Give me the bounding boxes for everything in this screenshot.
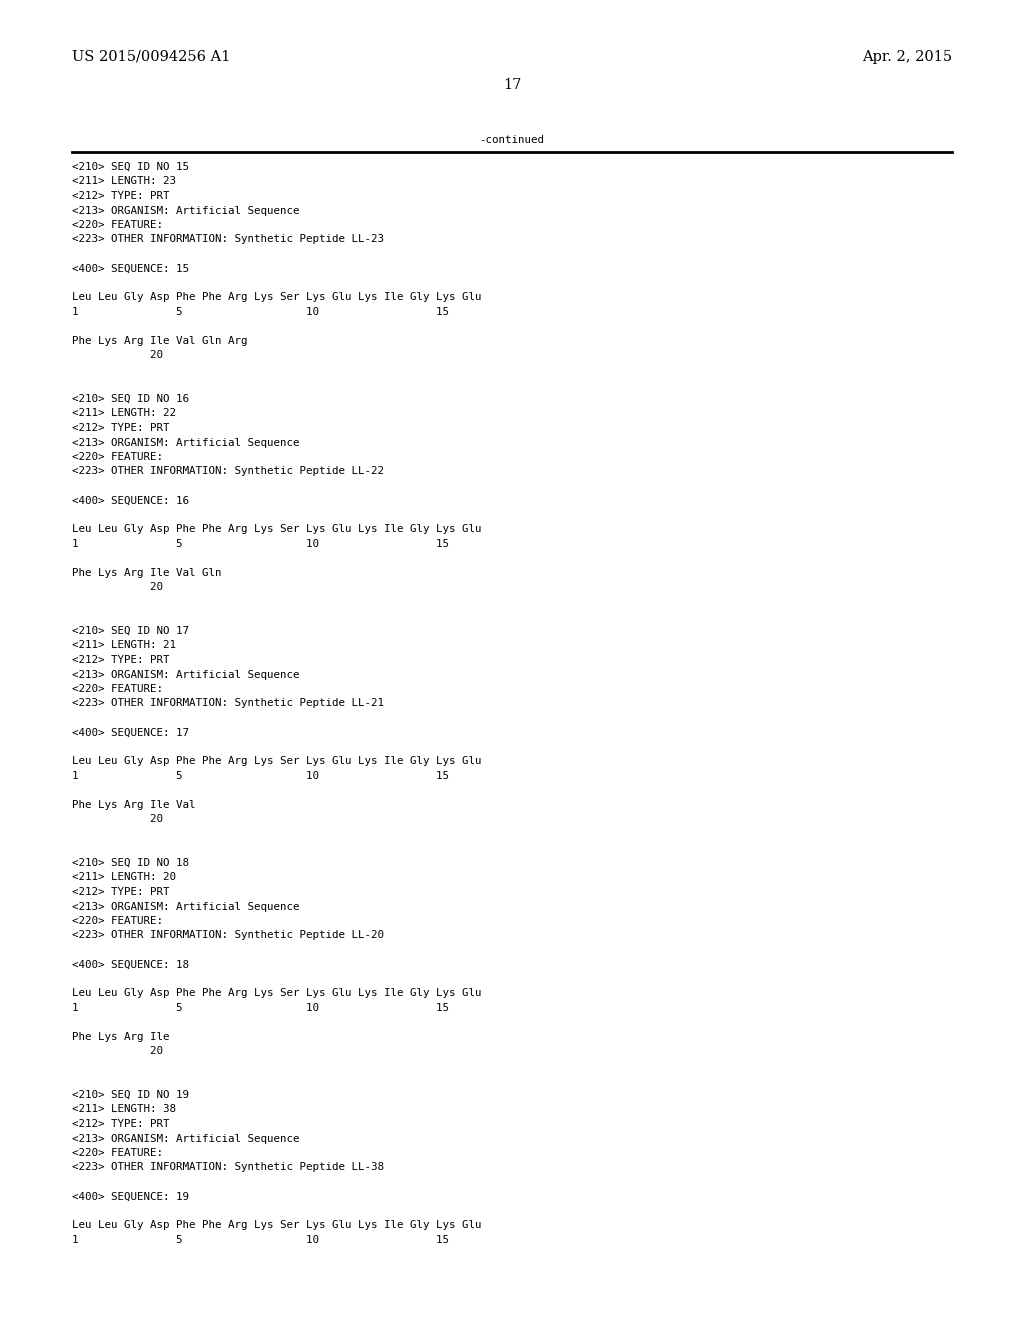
Text: 20: 20 [72, 814, 163, 825]
Text: <210> SEQ ID NO 18: <210> SEQ ID NO 18 [72, 858, 189, 869]
Text: <400> SEQUENCE: 18: <400> SEQUENCE: 18 [72, 960, 189, 969]
Text: <400> SEQUENCE: 17: <400> SEQUENCE: 17 [72, 727, 189, 738]
Text: <212> TYPE: PRT: <212> TYPE: PRT [72, 422, 170, 433]
Text: Leu Leu Gly Asp Phe Phe Arg Lys Ser Lys Glu Lys Ile Gly Lys Glu: Leu Leu Gly Asp Phe Phe Arg Lys Ser Lys … [72, 1221, 481, 1230]
Text: <213> ORGANISM: Artificial Sequence: <213> ORGANISM: Artificial Sequence [72, 1134, 299, 1143]
Text: <211> LENGTH: 20: <211> LENGTH: 20 [72, 873, 176, 883]
Text: <212> TYPE: PRT: <212> TYPE: PRT [72, 887, 170, 898]
Text: <210> SEQ ID NO 16: <210> SEQ ID NO 16 [72, 393, 189, 404]
Text: <211> LENGTH: 22: <211> LENGTH: 22 [72, 408, 176, 418]
Text: 1               5                   10                  15: 1 5 10 15 [72, 539, 449, 549]
Text: 17: 17 [503, 78, 521, 92]
Text: <212> TYPE: PRT: <212> TYPE: PRT [72, 1119, 170, 1129]
Text: Leu Leu Gly Asp Phe Phe Arg Lys Ser Lys Glu Lys Ile Gly Lys Glu: Leu Leu Gly Asp Phe Phe Arg Lys Ser Lys … [72, 293, 481, 302]
Text: <220> FEATURE:: <220> FEATURE: [72, 451, 163, 462]
Text: <213> ORGANISM: Artificial Sequence: <213> ORGANISM: Artificial Sequence [72, 437, 299, 447]
Text: Leu Leu Gly Asp Phe Phe Arg Lys Ser Lys Glu Lys Ile Gly Lys Glu: Leu Leu Gly Asp Phe Phe Arg Lys Ser Lys … [72, 756, 481, 767]
Text: 20: 20 [72, 582, 163, 593]
Text: US 2015/0094256 A1: US 2015/0094256 A1 [72, 50, 230, 63]
Text: Phe Lys Arg Ile Val: Phe Lys Arg Ile Val [72, 800, 196, 810]
Text: <400> SEQUENCE: 15: <400> SEQUENCE: 15 [72, 264, 189, 273]
Text: Leu Leu Gly Asp Phe Phe Arg Lys Ser Lys Glu Lys Ile Gly Lys Glu: Leu Leu Gly Asp Phe Phe Arg Lys Ser Lys … [72, 989, 481, 998]
Text: Apr. 2, 2015: Apr. 2, 2015 [862, 50, 952, 63]
Text: <210> SEQ ID NO 17: <210> SEQ ID NO 17 [72, 626, 189, 636]
Text: Phe Lys Arg Ile Val Gln: Phe Lys Arg Ile Val Gln [72, 568, 221, 578]
Text: Phe Lys Arg Ile: Phe Lys Arg Ile [72, 1032, 170, 1041]
Text: <220> FEATURE:: <220> FEATURE: [72, 916, 163, 927]
Text: <212> TYPE: PRT: <212> TYPE: PRT [72, 655, 170, 665]
Text: <223> OTHER INFORMATION: Synthetic Peptide LL-23: <223> OTHER INFORMATION: Synthetic Pepti… [72, 235, 384, 244]
Text: -continued: -continued [479, 135, 545, 145]
Text: <213> ORGANISM: Artificial Sequence: <213> ORGANISM: Artificial Sequence [72, 206, 299, 215]
Text: 20: 20 [72, 1047, 163, 1056]
Text: <211> LENGTH: 23: <211> LENGTH: 23 [72, 177, 176, 186]
Text: <400> SEQUENCE: 19: <400> SEQUENCE: 19 [72, 1192, 189, 1201]
Text: 1               5                   10                  15: 1 5 10 15 [72, 771, 449, 781]
Text: <213> ORGANISM: Artificial Sequence: <213> ORGANISM: Artificial Sequence [72, 902, 299, 912]
Text: <212> TYPE: PRT: <212> TYPE: PRT [72, 191, 170, 201]
Text: <223> OTHER INFORMATION: Synthetic Peptide LL-20: <223> OTHER INFORMATION: Synthetic Pepti… [72, 931, 384, 940]
Text: Phe Lys Arg Ile Val Gln Arg: Phe Lys Arg Ile Val Gln Arg [72, 337, 248, 346]
Text: <213> ORGANISM: Artificial Sequence: <213> ORGANISM: Artificial Sequence [72, 669, 299, 680]
Text: 20: 20 [72, 351, 163, 360]
Text: <210> SEQ ID NO 19: <210> SEQ ID NO 19 [72, 1090, 189, 1100]
Text: <211> LENGTH: 38: <211> LENGTH: 38 [72, 1105, 176, 1114]
Text: <220> FEATURE:: <220> FEATURE: [72, 220, 163, 230]
Text: 1               5                   10                  15: 1 5 10 15 [72, 308, 449, 317]
Text: <400> SEQUENCE: 16: <400> SEQUENCE: 16 [72, 495, 189, 506]
Text: 1               5                   10                  15: 1 5 10 15 [72, 1236, 449, 1245]
Text: Leu Leu Gly Asp Phe Phe Arg Lys Ser Lys Glu Lys Ile Gly Lys Glu: Leu Leu Gly Asp Phe Phe Arg Lys Ser Lys … [72, 524, 481, 535]
Text: <220> FEATURE:: <220> FEATURE: [72, 1148, 163, 1158]
Text: <223> OTHER INFORMATION: Synthetic Peptide LL-38: <223> OTHER INFORMATION: Synthetic Pepti… [72, 1163, 384, 1172]
Text: <211> LENGTH: 21: <211> LENGTH: 21 [72, 640, 176, 651]
Text: <220> FEATURE:: <220> FEATURE: [72, 684, 163, 694]
Text: <223> OTHER INFORMATION: Synthetic Peptide LL-22: <223> OTHER INFORMATION: Synthetic Pepti… [72, 466, 384, 477]
Text: <223> OTHER INFORMATION: Synthetic Peptide LL-21: <223> OTHER INFORMATION: Synthetic Pepti… [72, 698, 384, 709]
Text: <210> SEQ ID NO 15: <210> SEQ ID NO 15 [72, 162, 189, 172]
Text: 1               5                   10                  15: 1 5 10 15 [72, 1003, 449, 1012]
